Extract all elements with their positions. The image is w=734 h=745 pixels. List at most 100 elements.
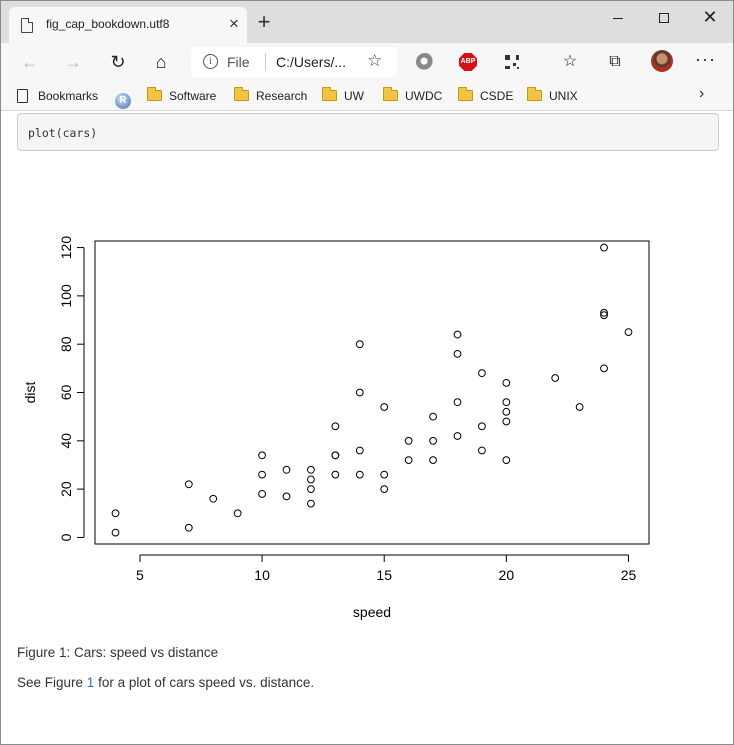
- x-tick-label: 5: [136, 567, 144, 583]
- data-point: [429, 412, 437, 421]
- bookmark-uwdc[interactable]: UWDC: [383, 87, 442, 105]
- back-button[interactable]: ←: [21, 52, 39, 72]
- data-point: [453, 432, 462, 440]
- bookmark-software[interactable]: Software: [147, 87, 216, 105]
- x-tick-label: 20: [499, 567, 515, 583]
- data-point: [502, 398, 511, 407]
- data-point: [600, 364, 608, 373]
- y-tick-label: 120: [58, 236, 74, 260]
- folder-icon: [147, 87, 162, 101]
- bookmark-uw[interactable]: UW: [322, 87, 364, 105]
- minimize-icon: [613, 17, 623, 19]
- y-tick-label: 20: [58, 481, 74, 497]
- data-point: [404, 436, 413, 445]
- data-point: [624, 328, 633, 337]
- data-point: [478, 422, 486, 431]
- data-point: [258, 451, 266, 460]
- close-window-button[interactable]: ✕: [702, 7, 718, 27]
- y-tick-label: 100: [58, 284, 74, 308]
- y-tick-label: 80: [58, 336, 74, 352]
- page-content: plot(cars) 5 10 15 20 25 0 20 40 60 80 100 120 speed…: [1, 112, 733, 744]
- data-point: [600, 243, 608, 252]
- collections-icon[interactable]: ⧉: [609, 53, 621, 70]
- bookmark-label: Bookmarks: [38, 89, 99, 103]
- adblock-plus-icon[interactable]: ABP: [459, 53, 477, 71]
- figure-reference-link[interactable]: 1: [86, 675, 95, 690]
- data-point: [380, 403, 389, 411]
- data-point: [600, 308, 608, 317]
- data-point: [209, 494, 218, 503]
- data-point: [502, 456, 511, 465]
- data-point: [478, 369, 486, 378]
- maximize-icon: [659, 13, 669, 24]
- data-point: [184, 523, 193, 532]
- data-point: [429, 436, 437, 445]
- bookmark-label: CSDE: [480, 89, 514, 103]
- folder-icon: [383, 87, 398, 101]
- tab-active[interactable]: fig_cap_bookdown.utf8 ×: [9, 7, 247, 43]
- maximize-button[interactable]: [641, 4, 687, 30]
- y-tick-label: 0: [58, 533, 74, 541]
- code-text: plot(cars): [28, 126, 98, 140]
- data-point: [282, 492, 291, 501]
- data-point: [478, 446, 486, 455]
- data-point: [355, 470, 364, 479]
- data-point: [331, 422, 340, 431]
- data-point: [184, 480, 193, 489]
- data-point: [453, 330, 462, 339]
- folder-icon: [527, 87, 542, 101]
- data-point: [502, 407, 511, 416]
- address-bar[interactable]: i File C:/Users/... ☆: [191, 47, 397, 77]
- tab-strip: fig_cap_bookdown.utf8 × + ✕: [1, 1, 733, 43]
- favorites-icon[interactable]: ☆: [562, 53, 578, 70]
- data-point: [551, 374, 560, 382]
- bookmarks-overflow-chevron-icon[interactable]: ›: [699, 85, 705, 102]
- bookmark-unix[interactable]: UNIX: [527, 87, 578, 105]
- x-tick-label: 25: [621, 567, 637, 583]
- data-point: [380, 485, 389, 494]
- record-extension-icon[interactable]: [416, 53, 434, 71]
- url-text[interactable]: C:/Users/...: [276, 54, 347, 70]
- tab-close-icon[interactable]: ×: [229, 14, 239, 33]
- data-point: [307, 499, 315, 508]
- code-block: plot(cars): [17, 113, 719, 151]
- favorite-star-icon[interactable]: ☆: [367, 51, 383, 70]
- data-point: [355, 340, 364, 349]
- forward-button[interactable]: →: [64, 52, 82, 72]
- data-point: [355, 446, 364, 455]
- paragraph-text-after: for a plot of cars speed vs. distance.: [94, 675, 315, 690]
- data-point: [282, 465, 291, 474]
- plot-frame: [94, 240, 650, 545]
- data-point: [453, 349, 462, 358]
- profile-avatar[interactable]: [651, 50, 673, 72]
- data-point: [453, 398, 462, 407]
- data-point: [307, 465, 315, 474]
- scatter-plot: 5 10 15 20 25 0 20 40 60 80 100 120 speed dist: [22, 236, 650, 620]
- address-separator: [265, 53, 266, 71]
- bookmarks-bar: Bookmarks R Software Research UW UWDC CS…: [1, 81, 733, 111]
- paragraph-text-before: See Figure: [17, 675, 87, 690]
- data-point: [355, 388, 364, 397]
- qr-code-icon[interactable]: [504, 54, 520, 70]
- bookmark-research[interactable]: Research: [234, 87, 307, 105]
- info-icon[interactable]: i: [203, 54, 218, 69]
- data-point: [233, 509, 242, 518]
- folder-icon: [234, 87, 249, 101]
- bookmark-label: UW: [344, 89, 364, 103]
- refresh-button[interactable]: ↻: [110, 52, 126, 72]
- new-tab-button[interactable]: +: [257, 9, 271, 34]
- toolbar: ← → ↻ ⌂ i File C:/Users/... ☆ ABP ☆ ⧉ ··…: [1, 43, 733, 81]
- data-point: [111, 528, 120, 537]
- bookmark-bookmarks[interactable]: Bookmarks: [17, 87, 98, 105]
- bookmark-r[interactable]: R: [115, 87, 131, 109]
- data-point: [258, 490, 266, 498]
- minimize-button[interactable]: [595, 4, 641, 30]
- more-menu-icon[interactable]: ···: [695, 49, 716, 69]
- tab-title: fig_cap_bookdown.utf8: [46, 17, 170, 31]
- data-point: [307, 475, 315, 484]
- data-point: [331, 451, 340, 460]
- home-button[interactable]: ⌂: [155, 52, 167, 72]
- r-logo-icon: R: [115, 93, 131, 109]
- bookmark-csde[interactable]: CSDE: [458, 87, 513, 105]
